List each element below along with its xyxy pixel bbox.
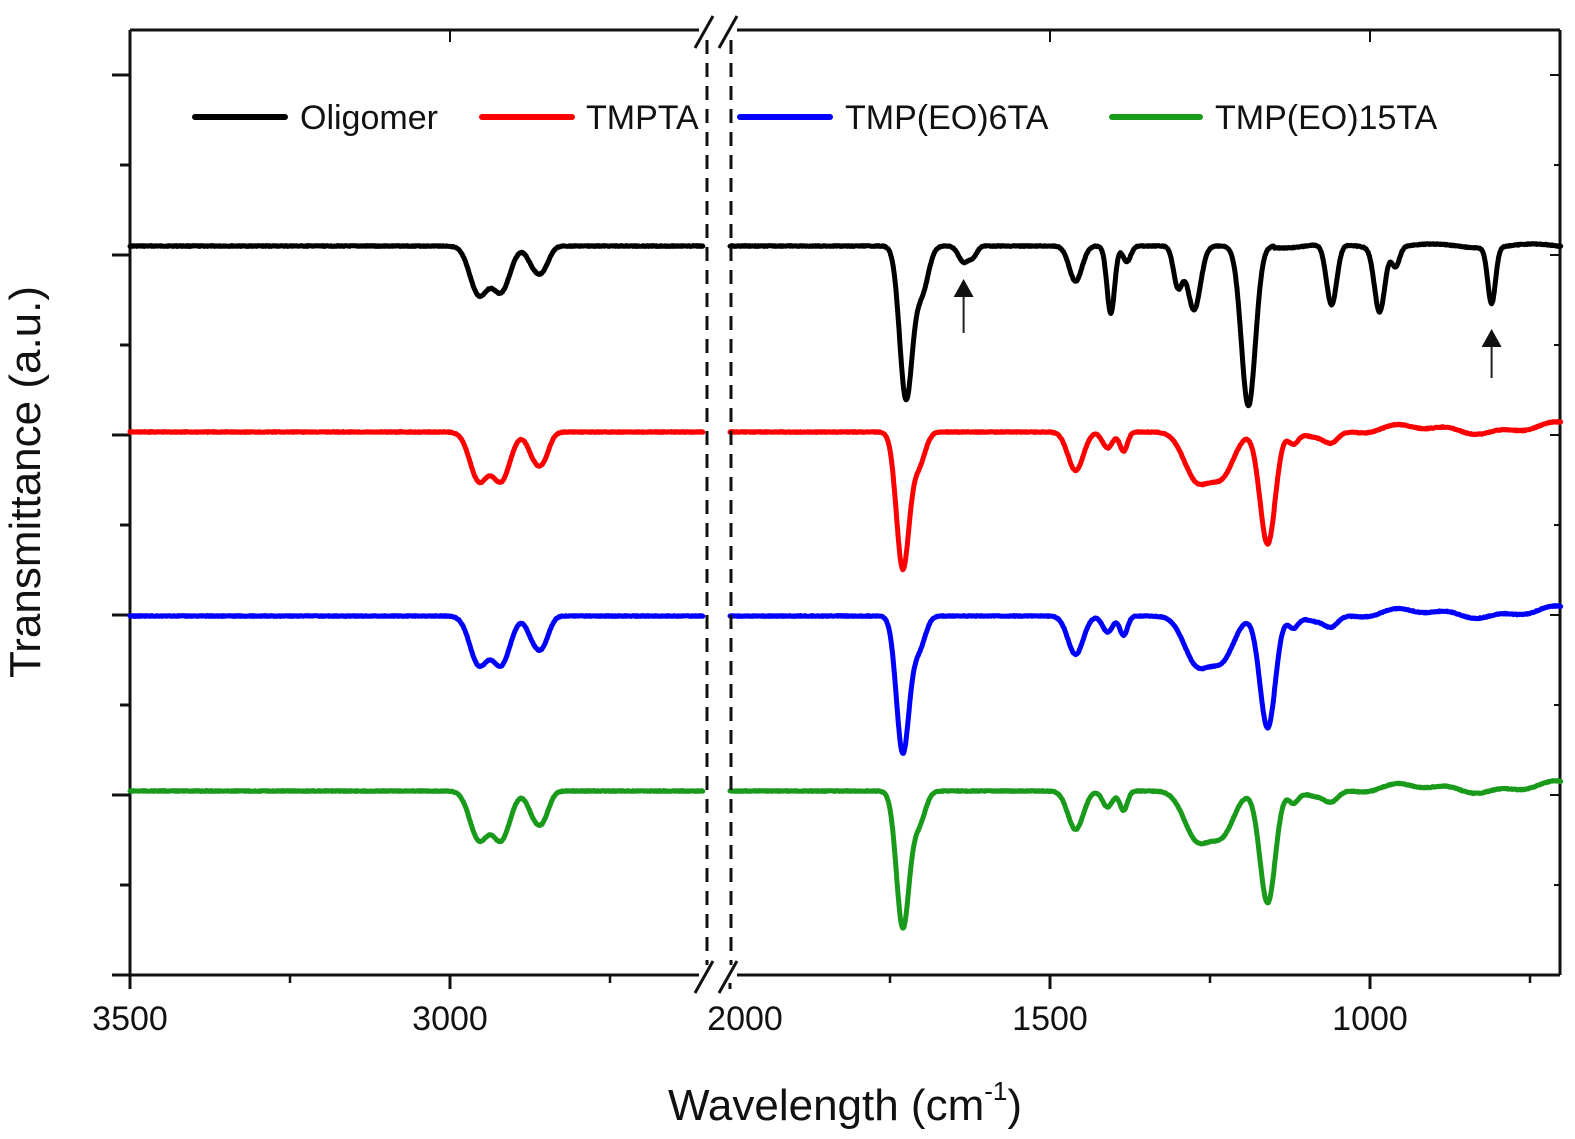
x-axis-title: Wavelength (cm-1) (668, 1076, 1022, 1130)
series-line-oligomer-seg2 (727, 241, 1564, 409)
series-line-tmpta-seg1 (127, 429, 706, 486)
x-axis-title-sup: -1 (984, 1076, 1007, 1106)
series-layer (127, 241, 1564, 931)
legend-item-tmp-eo-15ta: TMP(EO)15TA (1109, 99, 1438, 137)
x-tick-label: 1500 (1012, 1000, 1088, 1038)
legend-item-tmpta: TMPTA (479, 99, 699, 137)
x-tick-label: 2000 (707, 1000, 783, 1038)
arrow-head-icon (953, 279, 974, 297)
legend-label: TMP(EO)15TA (1215, 99, 1438, 137)
plot-frame (128, 28, 1562, 989)
break-slash-top (693, 15, 715, 49)
y-axis-title: Transmittance (a.u.) (1, 286, 50, 678)
legend-label: TMP(EO)6TA (845, 99, 1049, 137)
series-line-tmp-eo-15ta-seg2 (727, 778, 1564, 931)
legend: Oligomer TMPTA TMP(EO)6TA TMP(EO)15TA (192, 99, 1438, 137)
y-axis-ticks (112, 73, 1560, 977)
axis-break (693, 15, 739, 994)
x-tick-label: 1000 (1332, 1000, 1408, 1038)
x-axis-ticks: 3500 3000 2000 1500 1000 (92, 30, 1532, 1038)
legend-item-tmp-eo-6ta: TMP(EO)6TA (737, 99, 1049, 137)
legend-label: TMPTA (586, 99, 699, 137)
break-slash-bottom (717, 960, 739, 994)
series-line-tmpta-seg2 (727, 419, 1564, 573)
series-line-tmp-eo-15ta-seg1 (127, 788, 706, 845)
legend-item-oligomer: Oligomer (192, 99, 438, 137)
arrow-head-icon (1481, 329, 1502, 347)
x-axis-title-text: Wavelength (cm (668, 1081, 984, 1130)
x-tick-label: 3500 (92, 1000, 168, 1038)
series-line-tmp-eo-6ta-seg1 (127, 613, 706, 670)
series-line-tmp-eo-6ta-seg2 (727, 603, 1564, 756)
break-slash-bottom (693, 960, 715, 994)
break-slash-top (717, 15, 739, 49)
x-tick-label: 3000 (412, 1000, 488, 1038)
annotations (953, 279, 1502, 378)
series-line-oligomer-seg1 (127, 243, 706, 300)
x-axis-title-close: ) (1007, 1081, 1022, 1130)
legend-label: Oligomer (300, 99, 438, 137)
